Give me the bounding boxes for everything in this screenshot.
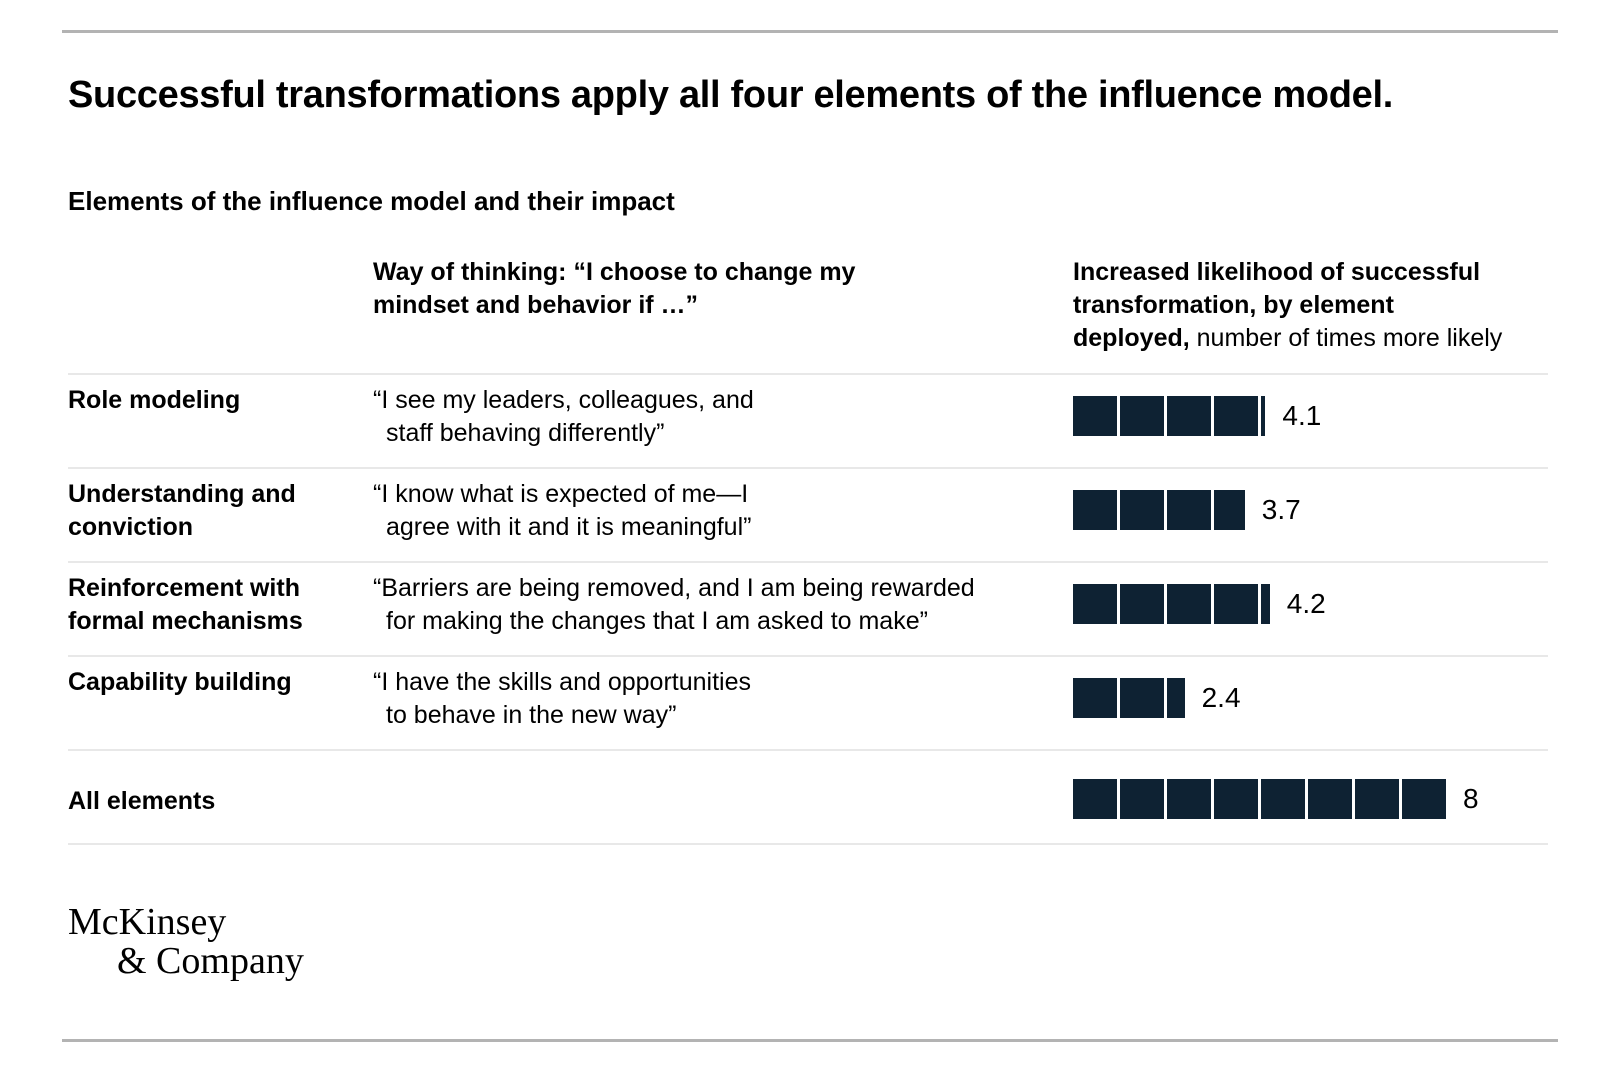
impact-header-bold-part: deployed, — [1073, 324, 1190, 352]
bar-segment — [1120, 779, 1164, 819]
bar-value-label: 2.4 — [1201, 682, 1241, 713]
bar-value-label: 4.1 — [1282, 400, 1322, 431]
row-label: All elements — [68, 776, 373, 843]
row-quote-line: “I see my leaders, colleagues, and — [373, 386, 754, 414]
way-of-thinking-line-1: Way of thinking: “I choose to change my — [373, 258, 856, 286]
bar-segment — [1402, 779, 1446, 819]
row-bar-cell: 8 — [1073, 751, 1548, 843]
bar-segment — [1308, 779, 1352, 819]
impact-header-line-3: deployed, number of times more likely — [1073, 322, 1548, 355]
bar-segment — [1214, 779, 1258, 819]
header-spacer-cell — [68, 256, 373, 373]
top-page-rule — [62, 30, 1558, 33]
table-header-row: Way of thinking: “I choose to change my … — [68, 256, 1548, 373]
table-row: Understanding and conviction “I know what… — [68, 467, 1548, 561]
influence-model-table: Way of thinking: “I choose to change my … — [68, 256, 1548, 845]
exhibit-subtitle: Elements of the influence model and thei… — [68, 186, 675, 216]
table-row: Capability building “I have the skills a… — [68, 655, 1548, 749]
column-header-way-of-thinking: Way of thinking: “I choose to change my … — [373, 256, 1073, 373]
bar-segment — [1073, 779, 1117, 819]
row-bar-cell: 4.2 — [1073, 563, 1548, 655]
bar-segment — [1073, 678, 1117, 718]
bar-segment — [1120, 490, 1164, 530]
row-quote: “I have the skills and opportunities to b… — [373, 657, 1073, 749]
row-label-line: Capability building — [68, 668, 292, 696]
bar-segment — [1073, 396, 1117, 436]
bar-segment — [1214, 396, 1258, 436]
column-header-impact: Increased likelihood of successful trans… — [1073, 256, 1548, 373]
row-label: Role modeling — [68, 375, 373, 467]
impact-header-line-1: Increased likelihood of successful — [1073, 258, 1481, 286]
row-label: Reinforcement with formal mechanisms — [68, 563, 373, 655]
bar-partial-segment — [1261, 584, 1270, 624]
bar-value-label: 3.7 — [1261, 494, 1301, 525]
row-bar-cell: 3.7 — [1073, 469, 1548, 561]
row-label-line: Reinforcement with — [68, 574, 300, 602]
bottom-page-rule — [62, 1039, 1558, 1042]
bar-segment — [1120, 678, 1164, 718]
row-quote — [373, 751, 1073, 843]
bar-segment — [1261, 779, 1305, 819]
bar-segment — [1167, 779, 1211, 819]
row-label-line: formal mechanisms — [68, 607, 303, 635]
impact-header-regular-part: number of times more likely — [1189, 324, 1503, 352]
bar-segment — [1120, 584, 1164, 624]
bar-segment — [1073, 490, 1117, 530]
bar-segment — [1167, 490, 1211, 530]
row-bar-cell: 4.1 — [1073, 375, 1548, 467]
row-label: Capability building — [68, 657, 373, 749]
bar-segment — [1167, 396, 1211, 436]
row-label: Understanding and conviction — [68, 469, 373, 561]
bar-value-label: 4.2 — [1286, 588, 1326, 619]
row-label-line: Role modeling — [68, 386, 241, 414]
row-label-line: conviction — [68, 513, 194, 541]
bar-value-label: 8 — [1463, 783, 1479, 814]
row-quote-line: for making the changes that I am asked t… — [386, 607, 928, 635]
row-quote-line: “I know what is expected of me—I — [373, 480, 749, 508]
segmented-bar: 4.1 — [1073, 396, 1548, 436]
mckinsey-logo: McKinsey & Company — [68, 903, 304, 981]
table-row: All elements 8 — [68, 749, 1548, 845]
table-body: Role modeling “I see my leaders, colleag… — [68, 373, 1548, 845]
bar-segment — [1120, 396, 1164, 436]
table-row: Role modeling “I see my leaders, colleag… — [68, 373, 1548, 467]
bar-segment — [1355, 779, 1399, 819]
way-of-thinking-line-2: mindset and behavior if …” — [373, 291, 699, 319]
row-quote-line: staff behaving differently” — [386, 419, 665, 447]
bar-segment — [1167, 584, 1211, 624]
impact-header-line-2: transformation, by element — [1073, 291, 1394, 319]
row-quote: “I see my leaders, colleagues, and staff … — [373, 375, 1073, 467]
logo-line-1: McKinsey — [68, 901, 227, 943]
row-label-line: Understanding and — [68, 480, 296, 508]
row-quote: “I know what is expected of me—I agree wi… — [373, 469, 1073, 561]
bar-partial-segment — [1214, 490, 1245, 530]
row-quote-line: to behave in the new way” — [386, 701, 677, 729]
row-quote: “Barriers are being removed, and I am be… — [373, 563, 1073, 655]
segmented-bar: 3.7 — [1073, 490, 1548, 530]
row-quote-line: agree with it and it is meaningful” — [386, 513, 752, 541]
row-bar-cell: 2.4 — [1073, 657, 1548, 749]
bar-partial-segment — [1167, 678, 1185, 718]
segmented-bar: 4.2 — [1073, 584, 1548, 624]
segmented-bar: 8 — [1073, 779, 1548, 819]
segmented-bar: 2.4 — [1073, 678, 1548, 718]
bar-partial-segment — [1261, 396, 1266, 436]
bar-segment — [1073, 584, 1117, 624]
bar-segment — [1214, 584, 1258, 624]
row-quote-line: “Barriers are being removed, and I am be… — [373, 574, 975, 602]
table-row: Reinforcement with formal mechanisms “Bar… — [68, 561, 1548, 655]
row-label-line: All elements — [68, 787, 216, 815]
row-quote-line: “I have the skills and opportunities — [373, 668, 751, 696]
logo-line-2: & Company — [117, 940, 304, 982]
exhibit-title: Successful transformations apply all fou… — [68, 74, 1393, 116]
